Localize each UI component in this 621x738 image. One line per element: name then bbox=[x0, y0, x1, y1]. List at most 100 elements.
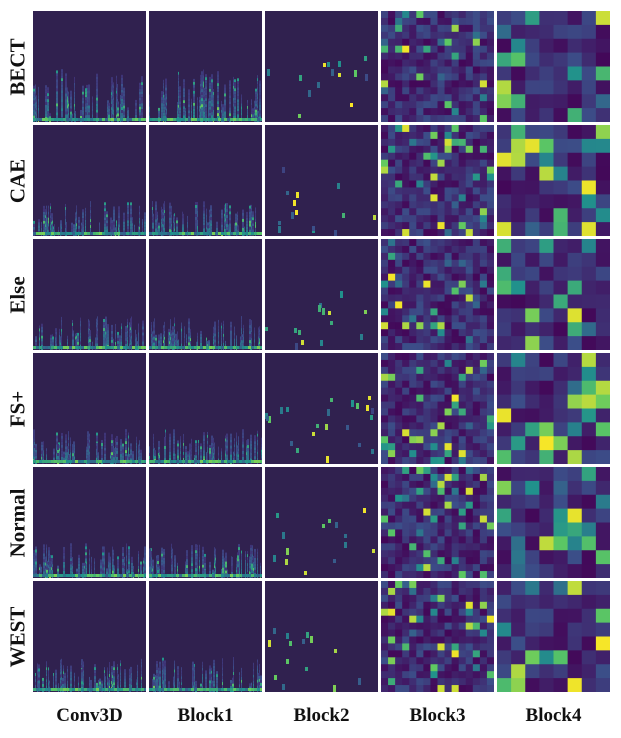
feature-pixel bbox=[120, 94, 121, 98]
feature-pixel bbox=[60, 118, 63, 121]
feature-pixel bbox=[110, 217, 112, 221]
feature-cell bbox=[388, 266, 396, 275]
feature-cell bbox=[409, 239, 417, 247]
feature-pixel bbox=[258, 330, 259, 334]
feature-cell bbox=[511, 308, 526, 323]
feature-cell bbox=[381, 66, 389, 74]
feature-cell bbox=[416, 215, 424, 223]
feature-pixel bbox=[203, 216, 205, 220]
feature-pixel bbox=[205, 92, 207, 96]
feature-pixel bbox=[257, 118, 260, 121]
feature-pixel bbox=[151, 339, 152, 343]
feature-pixel bbox=[74, 103, 75, 107]
feature-pixel bbox=[123, 221, 125, 225]
feature-cell bbox=[381, 359, 389, 368]
feature-cell bbox=[458, 308, 467, 316]
feature-cell bbox=[381, 24, 389, 33]
feature-pixel bbox=[209, 76, 211, 80]
feature-pixel bbox=[112, 93, 113, 97]
feature-pixel bbox=[61, 453, 63, 457]
feature-pixel bbox=[128, 453, 129, 457]
feature-cell bbox=[444, 415, 453, 423]
feature-pixel bbox=[61, 69, 63, 73]
feature-pixel bbox=[33, 447, 34, 451]
feature-pixel bbox=[197, 232, 200, 235]
feature-pixel bbox=[96, 100, 98, 104]
feature-cell bbox=[381, 273, 389, 282]
feature-cell bbox=[402, 201, 410, 209]
feature-cell bbox=[423, 145, 431, 154]
feature-pixel bbox=[127, 107, 129, 111]
feature-pixel bbox=[213, 440, 214, 444]
feature-cell bbox=[458, 315, 467, 323]
feature-cell bbox=[416, 366, 424, 375]
feature-cell bbox=[567, 108, 583, 122]
feature-cell bbox=[444, 194, 453, 202]
feature-pixel bbox=[121, 104, 123, 108]
feature-cell bbox=[409, 259, 417, 268]
feature-cell bbox=[472, 173, 481, 181]
feature-cell bbox=[388, 394, 396, 403]
feature-pixel bbox=[176, 346, 179, 349]
feature-cell bbox=[458, 187, 467, 195]
feature-cell bbox=[525, 239, 540, 254]
feature-pixel bbox=[236, 335, 237, 339]
feature-cell bbox=[402, 31, 410, 40]
feature-pixel bbox=[111, 330, 113, 334]
feature-pixel bbox=[61, 450, 63, 454]
feature-cell bbox=[479, 166, 488, 175]
feature-pixel bbox=[233, 97, 234, 101]
feature-pixel bbox=[221, 334, 222, 338]
feature-pixel bbox=[178, 80, 179, 84]
feature-pixel bbox=[163, 206, 164, 210]
feature-pixel bbox=[151, 336, 152, 340]
feature-cell bbox=[595, 94, 610, 109]
feature-cell bbox=[416, 273, 424, 282]
feature-cell bbox=[465, 329, 474, 337]
feature-cell bbox=[479, 215, 488, 223]
feature-pixel bbox=[84, 346, 87, 349]
feature-pixel bbox=[181, 334, 182, 338]
feature-pixel bbox=[116, 105, 117, 109]
feature-pixel bbox=[325, 424, 328, 430]
feature-pixel bbox=[115, 452, 116, 456]
feature-cell bbox=[416, 66, 424, 74]
feature-cell bbox=[525, 52, 540, 67]
feature-cell bbox=[581, 166, 597, 181]
feature-pixel bbox=[65, 212, 66, 216]
feature-pixel bbox=[233, 454, 234, 458]
feature-pixel bbox=[241, 340, 242, 344]
feature-cell bbox=[472, 38, 481, 47]
feature-pixel bbox=[113, 85, 114, 89]
feature-pixel bbox=[237, 81, 239, 85]
feature-pixel bbox=[217, 95, 219, 99]
feature-cell bbox=[395, 366, 403, 375]
feature-pixel bbox=[115, 326, 116, 330]
feature-cell bbox=[381, 336, 389, 344]
feature-pixel bbox=[45, 92, 47, 96]
feature-pixel bbox=[236, 444, 237, 448]
feature-cell bbox=[567, 208, 583, 223]
feature-pixel bbox=[239, 460, 242, 463]
feature-pixel bbox=[155, 334, 157, 338]
feature-pixel bbox=[61, 319, 62, 323]
feature-pixel bbox=[242, 432, 244, 436]
feature-cell bbox=[388, 343, 396, 350]
feature-pixel bbox=[205, 113, 207, 117]
feature-cell bbox=[458, 215, 467, 223]
feature-cell bbox=[525, 222, 540, 236]
feature-pixel bbox=[36, 346, 39, 349]
feature-pixel bbox=[183, 451, 184, 455]
feature-pixel bbox=[215, 118, 218, 121]
feature-cell bbox=[458, 131, 467, 140]
feature-cell bbox=[402, 343, 410, 350]
feature-pixel bbox=[167, 460, 170, 463]
feature-pixel bbox=[209, 106, 211, 110]
feature-pixel bbox=[113, 230, 115, 234]
feature-cell bbox=[458, 239, 467, 247]
feature-pixel bbox=[241, 94, 242, 98]
feature-pixel bbox=[163, 115, 164, 119]
feature-pixel bbox=[250, 443, 252, 447]
feature-pixel bbox=[155, 219, 157, 223]
feature-pixel bbox=[33, 226, 35, 230]
